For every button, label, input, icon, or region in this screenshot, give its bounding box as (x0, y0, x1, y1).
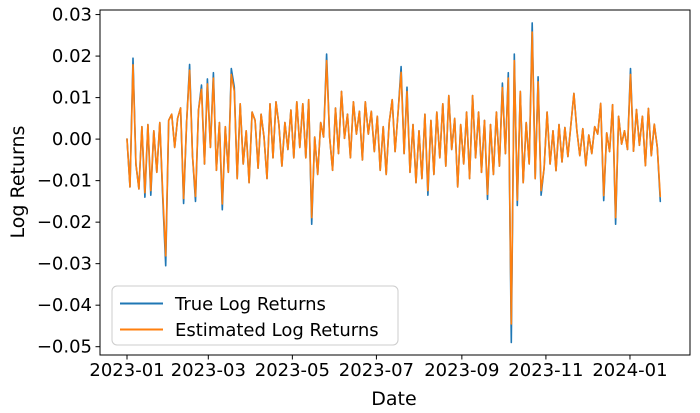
x-tick-label: 2023-09 (424, 360, 499, 381)
series-lines (126, 22, 662, 344)
legend: True Log Returns Estimated Log Returns (111, 285, 399, 346)
x-axis: 2023-01 2023-03 2023-05 2023-07 2023-09 2023-… (89, 355, 668, 381)
x-tick-label: 2023-05 (255, 360, 330, 381)
x-tick-label: 2023-01 (89, 360, 164, 381)
estimated-log-returns-line (126, 31, 662, 325)
x-tick-label: 2024-01 (592, 360, 667, 381)
legend-box (111, 285, 399, 346)
y-tick-label: 0.00 (52, 129, 92, 150)
y-tick-label: −0.04 (37, 295, 92, 316)
y-tick-label: −0.02 (37, 212, 92, 233)
y-tick-label: −0.03 (37, 254, 92, 275)
y-tick-label: −0.01 (37, 171, 92, 192)
plot-frame (99, 9, 691, 356)
legend-label-true: True Log Returns (174, 294, 326, 315)
y-tick-label: −0.05 (37, 337, 92, 358)
x-tick-label: 2023-07 (339, 360, 414, 381)
y-tick-label: 0.01 (52, 88, 92, 109)
y-axis-label: Log Returns (7, 126, 29, 239)
y-tick-label: 0.03 (52, 5, 92, 26)
x-axis-label: Date (371, 388, 416, 410)
x-tick-label: 2023-03 (171, 360, 246, 381)
y-tick-label: 0.02 (52, 46, 92, 67)
x-tick-label: 2023-11 (508, 360, 583, 381)
y-axis: 0.03 0.02 0.01 0.00 −0.01 −0.02 −0.03 −0.04 −0.0… (37, 5, 100, 358)
legend-label-estimated: Estimated Log Returns (175, 320, 379, 341)
